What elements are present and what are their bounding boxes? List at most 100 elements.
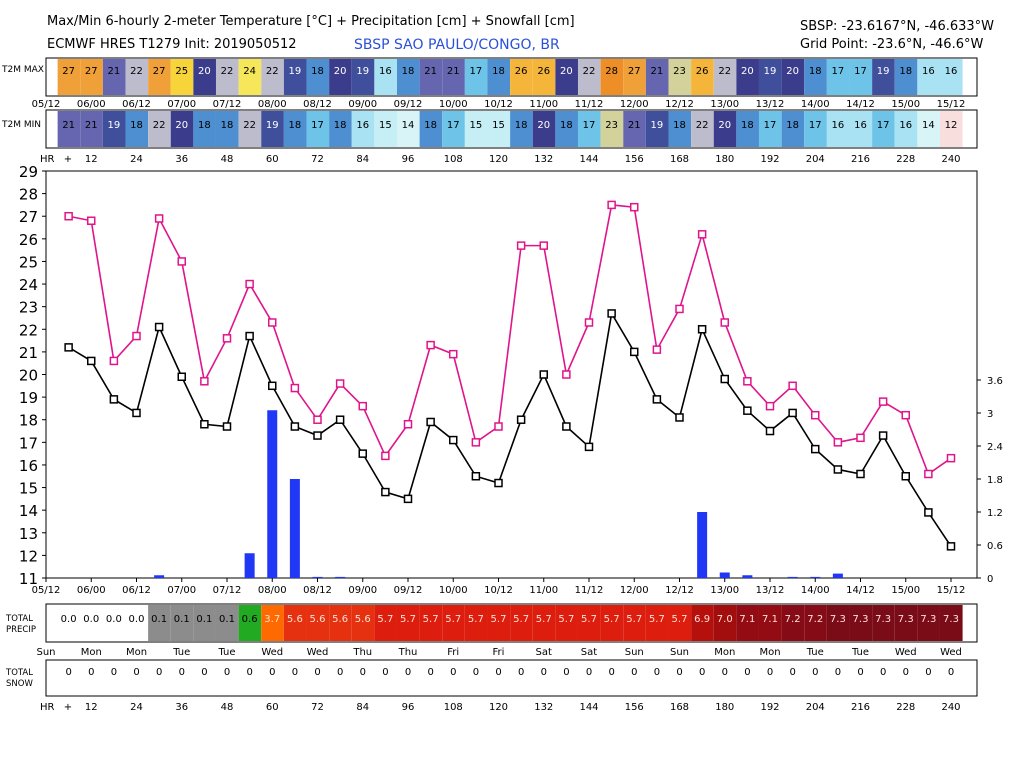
- total-precip-cell: [555, 605, 578, 641]
- hr-tick-top: 204: [806, 154, 825, 165]
- total-precip-value: 0.0: [83, 614, 99, 625]
- t2m-min-cell: [80, 111, 103, 147]
- total-precip-cell: [872, 605, 895, 641]
- total-precip-value: 5.7: [400, 614, 416, 625]
- total-precip-cell: [691, 605, 714, 641]
- t2m-max-value: 21: [424, 66, 437, 77]
- t2m-min-point: [652, 395, 662, 404]
- t2m-max-cell: [600, 59, 624, 95]
- total-snow-value: 0: [382, 667, 388, 678]
- t2m-min-value: 20: [718, 120, 731, 131]
- precip-bar: [742, 575, 753, 578]
- t2m-max-cell: [397, 59, 420, 95]
- t2m-min-cell: [759, 111, 782, 147]
- station-coordinates: SBSP: -23.6167°N, -46.633°W: [800, 19, 995, 34]
- t2m-min-value: 12: [945, 120, 958, 131]
- t2m-min-cell: [351, 111, 375, 147]
- hr-tick-bottom: 60: [266, 702, 279, 713]
- t2m-max-cell: [940, 59, 963, 95]
- t2m-max-point: [720, 318, 729, 327]
- t2m-min-cell: [713, 111, 737, 147]
- t2m-max-value: 27: [62, 66, 75, 77]
- hr-tick-top: 144: [579, 154, 598, 165]
- t2m-min-cell: [125, 111, 149, 147]
- t2m-max-point: [358, 401, 367, 411]
- t2m-max-value: 22: [130, 66, 143, 77]
- t2m-max-point: [901, 410, 910, 420]
- y-right-tick-label: 0: [987, 574, 993, 585]
- total-snow-value: 0: [676, 667, 682, 678]
- x-date-label: 14/00: [801, 585, 830, 596]
- hr-tick-top: 12: [85, 154, 98, 165]
- total-precip-cell: [374, 605, 397, 641]
- total-precip-value: 0.1: [219, 614, 235, 625]
- y-left-tick-label: 11: [19, 570, 38, 588]
- total-snow-row-frame: [45, 659, 978, 697]
- hr-tick-top: 60: [266, 154, 279, 165]
- x-date-label: 13/00: [710, 585, 739, 596]
- t2m-max-value: 20: [198, 66, 211, 77]
- y-right-tick-label: 1.8: [987, 475, 1003, 486]
- t2m-min-cell: [555, 111, 578, 147]
- total-precip-value: 5.7: [377, 614, 393, 625]
- t2m-max-line: [68, 204, 952, 476]
- t2m-max-value: 21: [651, 66, 664, 77]
- total-snow-value: 0: [925, 667, 931, 678]
- y-left-tick-label: 14: [19, 502, 38, 520]
- total-precip-cell: [351, 605, 375, 641]
- total-precip-cell: [623, 605, 646, 641]
- x-date-label: 09/12: [394, 585, 423, 596]
- total-precip-cell: [645, 605, 669, 641]
- total-precip-cell: [940, 605, 963, 641]
- hr-tick-bottom: 72: [311, 702, 324, 713]
- t2m-min-point: [833, 465, 843, 474]
- y-left-tick-label: 22: [19, 321, 38, 339]
- t2m-max-cell: [374, 59, 397, 95]
- t2m-max-value: 20: [741, 66, 754, 77]
- t2m-max-cell: [849, 59, 873, 95]
- t2m-min-point: [132, 408, 141, 418]
- t2m-min-value: 16: [356, 120, 369, 131]
- hr-tick-top: 228: [896, 154, 915, 165]
- x-date-label: 11/00: [529, 585, 558, 596]
- hr-tick-bottom: 132: [534, 702, 553, 713]
- precip-bar: [787, 576, 798, 578]
- t2m-min-point: [109, 395, 119, 404]
- hr-tick-bottom: 156: [625, 702, 644, 713]
- total-snow-label-1: TOTAL: [5, 668, 33, 678]
- total-precip-value: 5.7: [491, 614, 507, 625]
- hr-tick-top: 84: [356, 154, 369, 165]
- total-snow-value: 0: [111, 667, 117, 678]
- t2m-min-value: 21: [62, 120, 75, 131]
- precip-bar: [289, 479, 300, 578]
- day-label: Mon: [759, 647, 780, 658]
- t2m-min-cell: [804, 111, 827, 147]
- t2m-min-point: [630, 347, 639, 357]
- total-snow-value: 0: [654, 667, 660, 678]
- t2m-min-point: [403, 494, 413, 504]
- hr-tick-bottom: 228: [896, 702, 915, 713]
- t2m-min-cell: [645, 111, 669, 147]
- t2m-min-value: 14: [402, 120, 415, 131]
- t2m-max-value: 16: [945, 66, 958, 77]
- total-precip-value: 0.1: [174, 614, 190, 625]
- total-precip-cell: [306, 605, 330, 641]
- t2m-min-point: [313, 431, 322, 440]
- t2m-max-cell: [487, 59, 511, 95]
- day-label: Sun: [670, 647, 689, 658]
- t2m-min-label: T2M MIN: [1, 120, 41, 130]
- y-left-tick-label: 12: [19, 547, 38, 565]
- date-label-top: 07/00: [167, 99, 196, 110]
- y-right-tick-label: 3: [987, 409, 993, 420]
- total-precip-value: 0.0: [106, 614, 122, 625]
- total-snow-value: 0: [337, 667, 343, 678]
- date-label-top: 13/00: [710, 99, 739, 110]
- t2m-min-value: 18: [334, 120, 347, 131]
- day-label: Fri: [447, 647, 459, 658]
- t2m-max-value: 27: [628, 66, 641, 77]
- t2m-max-point: [268, 318, 277, 327]
- total-snow-value: 0: [450, 667, 456, 678]
- t2m-min-value: 18: [424, 120, 437, 131]
- t2m-min-cell: [894, 111, 918, 147]
- t2m-max-cell: [442, 59, 465, 95]
